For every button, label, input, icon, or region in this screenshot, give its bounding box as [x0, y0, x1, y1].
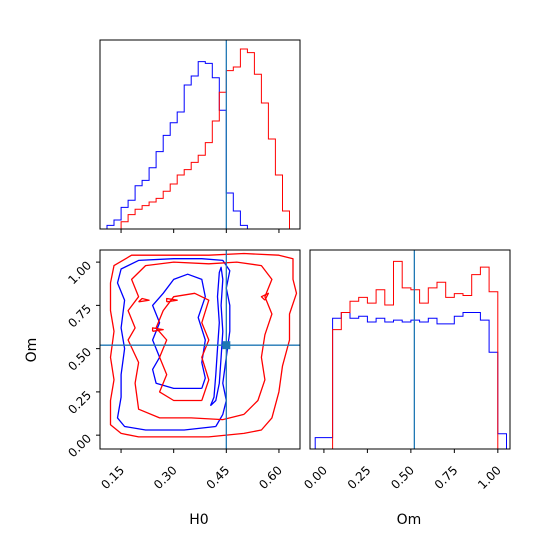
h0-histogram-frame — [99, 39, 301, 230]
om-x-tick-label-1: 0.25 — [345, 463, 374, 492]
h0-om-contour-panel: 0.15 0.30 0.45 0.60 0.00 0.25 0.50 0.75 1.00 — [65, 249, 301, 492]
contour-red-9 — [260, 292, 270, 301]
h0-x-tick-label-3: 0.60 — [256, 463, 285, 492]
h0-x-tick-label-2: 0.45 — [204, 463, 233, 492]
om-y-tick-label-4: 1.00 — [65, 258, 94, 287]
contour-red-5 — [155, 292, 210, 402]
om-x-tick-label-4: 1.00 — [475, 463, 504, 492]
om-histogram-blue — [310, 312, 507, 449]
om-x-tick-label-2: 0.50 — [388, 463, 417, 492]
om-y-tick-label-1: 0.25 — [65, 388, 94, 417]
h0-histogram-red — [100, 48, 297, 229]
contour-series — [109, 252, 298, 438]
om-histogram-series — [310, 260, 507, 449]
h0-x-tick-label-1: 0.30 — [151, 463, 180, 492]
om-x-tick-label-3: 0.75 — [432, 463, 461, 492]
h0-histogram-blue — [100, 61, 297, 229]
contour-red-3 — [109, 252, 298, 438]
om-histogram-red — [310, 260, 507, 449]
om-x-tick-label-0: 0.00 — [301, 463, 330, 492]
x-axis-label-om: Om — [397, 512, 422, 528]
om-y-tick-label-2: 0.50 — [65, 345, 94, 374]
h0-x-tick-label-0: 0.15 — [98, 463, 127, 492]
x-axis-label-h0: H0 — [189, 512, 208, 528]
truth-marker — [222, 341, 231, 350]
contour-red-8 — [151, 327, 164, 332]
contour-frame — [99, 249, 301, 450]
contour-red-7 — [166, 297, 178, 303]
h0-histogram-panel — [99, 39, 301, 233]
contour-blue-2 — [209, 266, 224, 407]
om-histogram-frame — [309, 249, 511, 450]
om-y-tick-label-3: 0.75 — [65, 302, 94, 331]
contour-blue-1 — [151, 273, 206, 390]
contour-red-4 — [127, 261, 273, 421]
contour-blue-0 — [116, 258, 231, 431]
y-axis-label-om: Om — [24, 338, 40, 363]
om-y-tick-label-0: 0.00 — [65, 431, 94, 460]
contour-red-6 — [138, 297, 150, 303]
h0-histogram-series — [100, 48, 297, 229]
om-histogram-panel: 0.00 0.25 0.50 0.75 1.00 — [301, 249, 511, 492]
